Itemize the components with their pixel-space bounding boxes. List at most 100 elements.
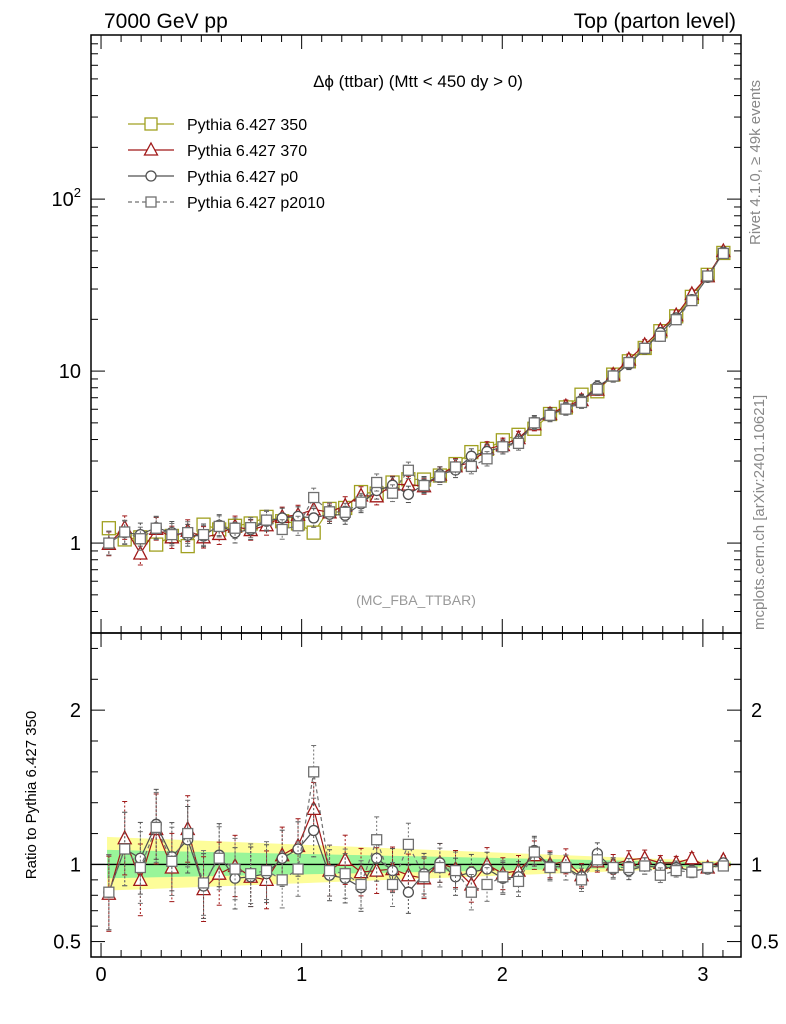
ratio-ytick-label-right: 1 [751, 854, 762, 876]
data-point [276, 512, 288, 524]
data-point [418, 871, 430, 883]
ratio-series [101, 745, 731, 932]
legend-label-350: Pythia 6.427 350 [187, 117, 307, 134]
ratio-ytick-label: 0.5 [53, 932, 81, 954]
data-point [497, 441, 509, 453]
data-point [166, 528, 178, 541]
error-bar [437, 842, 443, 883]
data-point [591, 854, 604, 866]
ratio-ytick-label-right: 2 [751, 700, 762, 722]
data-point [119, 843, 131, 855]
error-bar [185, 523, 191, 547]
legend-entry-370: Pythia 6.427 370 [128, 141, 307, 160]
error-bar [153, 791, 159, 863]
rivet-label: Rivet 4.1.0, ≥ 49k events [747, 80, 764, 245]
data-point [245, 868, 257, 880]
data-point [292, 863, 304, 875]
data-point [402, 838, 415, 851]
error-bar [153, 788, 159, 860]
error-bar [216, 515, 222, 538]
error-bar [169, 522, 175, 547]
error-bar [216, 826, 222, 891]
legend: Pythia 6.427 350 Pythia 6.427 370 Pythia… [128, 117, 325, 212]
error-bar [531, 837, 537, 867]
data-point [402, 488, 415, 501]
data-point [355, 878, 367, 891]
header-process: 7000 GeV pp [104, 10, 228, 33]
main-ytick-label: 102 [52, 185, 81, 211]
legend-label-p0: Pythia 6.427 p0 [187, 169, 298, 186]
data-point [182, 827, 194, 840]
error-bar [547, 408, 553, 423]
error-bar [311, 745, 317, 799]
xtick-label: 0 [95, 964, 106, 986]
data-point [229, 863, 241, 875]
data-point [434, 471, 446, 483]
data-point [182, 526, 194, 539]
main-title: Δϕ (ttbar) (Mtt < 450 dy > 0) [313, 72, 523, 91]
data-point [323, 864, 336, 877]
data-point [449, 461, 462, 473]
data-point [560, 403, 572, 415]
data-point [150, 821, 162, 834]
data-point [544, 409, 556, 421]
error-bar [500, 860, 506, 894]
data-point [339, 506, 351, 518]
data-point [339, 868, 351, 880]
watermark: (MC_FBA_TTBAR) [356, 592, 476, 608]
error-bar [484, 451, 490, 467]
error-bar [295, 841, 301, 897]
main-series [101, 242, 731, 566]
ratio-frame [90, 632, 742, 958]
error-bar [437, 847, 443, 888]
error-bar [579, 867, 585, 893]
data-point [306, 800, 322, 816]
ratio-panel: 0.5 0.5 1 1 2 2 0 1 2 3 Ratio to Pythia 6.427 35… [23, 35, 779, 986]
error-bar [453, 857, 459, 896]
data-point [213, 852, 225, 864]
data-point [306, 525, 321, 540]
series-pythia-6-427-p0 [103, 246, 729, 556]
data-point [623, 356, 635, 369]
error-bar [358, 863, 364, 912]
data-point [434, 861, 446, 874]
data-point [670, 314, 682, 326]
data-point [607, 861, 619, 874]
data-point [402, 886, 415, 898]
series-pythia-6-427-p2010 [103, 745, 729, 931]
error-bar [232, 517, 238, 540]
error-bar [594, 848, 600, 872]
data-point [260, 864, 273, 877]
data-point [481, 453, 493, 465]
data-point [717, 247, 729, 260]
data-point [686, 294, 698, 307]
data-point [465, 460, 478, 473]
data-point [623, 861, 635, 874]
data-point [702, 270, 714, 282]
data-point [481, 878, 493, 891]
error-bar [531, 415, 537, 430]
mcplots-label: mcplots.cern.ch [arXiv:2401.10621] [751, 395, 768, 630]
data-point [684, 849, 700, 865]
data-point [245, 521, 257, 534]
series-line [108, 251, 724, 544]
data-point [702, 861, 714, 874]
series-pythia-6-427-350 [101, 245, 731, 554]
data-point [654, 869, 667, 881]
data-point [213, 520, 225, 533]
error-bar [232, 837, 238, 901]
data-point [371, 476, 383, 489]
data-point [134, 861, 147, 874]
series-line [108, 807, 724, 894]
ratio-y-ticks: 0.5 0.5 1 1 2 2 [53, 647, 779, 954]
error-bar [137, 526, 143, 551]
data-point [371, 834, 383, 846]
error-bar [248, 516, 254, 539]
x-ticks: 0 1 2 3 [95, 35, 724, 986]
error-bar [122, 515, 128, 540]
error-bar [579, 395, 585, 409]
ratio-y-label: Ratio to Pythia 6.427 350 [23, 711, 40, 879]
data-point [103, 537, 115, 549]
error-bar [516, 865, 522, 898]
